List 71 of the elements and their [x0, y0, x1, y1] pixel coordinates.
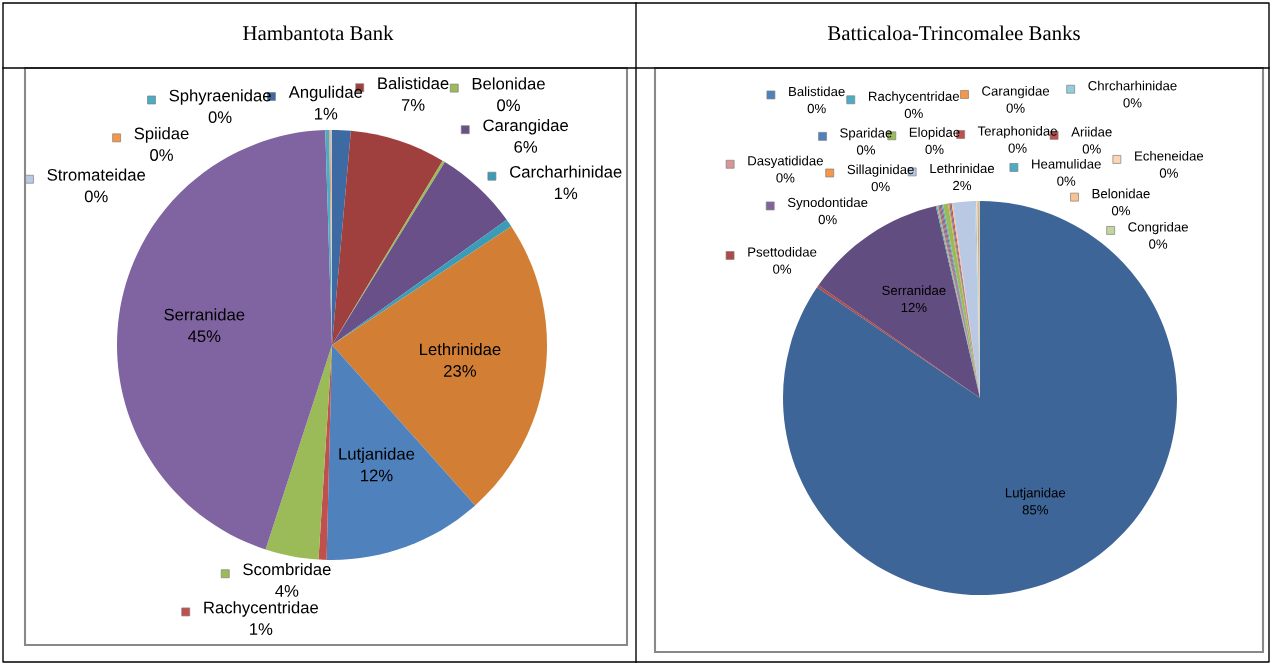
slice-label: Serranidae — [164, 308, 245, 321]
legend-label: Spiidae — [134, 127, 189, 143]
data-label: 85% — [1022, 505, 1049, 515]
data-label: 0% — [1006, 103, 1025, 113]
data-label: 12% — [901, 302, 927, 313]
pie-slice — [332, 226, 547, 506]
legend-label: Balistidae — [789, 86, 845, 97]
data-label: 2% — [953, 180, 972, 191]
legend-label: Psettodidae — [748, 246, 817, 257]
data-label: 0% — [871, 181, 890, 192]
data-label: 0% — [1123, 98, 1142, 108]
pie-slice — [332, 219, 512, 345]
data-label: 0% — [807, 103, 826, 114]
legend-label: Rachycentridae — [204, 601, 319, 617]
data-label: 0% — [1111, 206, 1130, 216]
data-label: 7% — [401, 99, 425, 111]
legend-label: Congridae — [1128, 221, 1188, 235]
legend-label: Carangidae — [982, 85, 1050, 99]
legend-label: Ariidae — [1071, 126, 1112, 137]
data-label: 0% — [1008, 143, 1027, 153]
data-label: 1% — [250, 623, 273, 635]
legend-label: Heamulidae — [1032, 158, 1101, 169]
data-label: 1% — [554, 187, 578, 200]
legend-label: Dasyatididae — [748, 155, 823, 169]
data-label: 23% — [444, 365, 477, 377]
slice-label: Lethrinidae — [420, 343, 501, 356]
legend-label: Stromateidae — [47, 168, 146, 181]
data-label: 12% — [361, 469, 393, 482]
data-label: 4% — [275, 585, 299, 597]
legend-label: Sparidae — [840, 127, 892, 141]
legend-label: Balistidae — [378, 76, 449, 90]
data-label: 0% — [1082, 144, 1101, 154]
data-label: 0% — [856, 145, 876, 155]
legend-label: Teraphonidae — [977, 125, 1057, 139]
legend-label: Scombridae — [243, 562, 331, 576]
data-label: 0% — [1149, 239, 1168, 249]
slice-label: Serranidae — [882, 285, 946, 296]
legend-label: Angulidae — [288, 85, 363, 102]
legend-label: Elopidae — [909, 127, 960, 140]
legend-label: Belonidae — [1092, 188, 1150, 199]
data-label: 0% — [497, 99, 520, 112]
legend-label: Echeneidae — [1135, 150, 1204, 161]
data-label: 0% — [84, 190, 108, 203]
legend-label: Chrcharhinidae — [1088, 80, 1177, 91]
slice-label: Lutjanidae — [339, 447, 415, 464]
pie-slice — [332, 130, 443, 345]
legend-label: Carcharhinidae — [510, 165, 622, 178]
data-label: 0% — [818, 214, 837, 225]
data-label: 0% — [208, 111, 232, 124]
legend-label: Belonidae — [472, 77, 545, 90]
data-label: 45% — [187, 330, 221, 343]
legend-label: Sphyraenidae — [169, 89, 271, 105]
legend-label: Carangidae — [483, 118, 568, 135]
data-label: 0% — [1057, 176, 1076, 186]
data-label: 0% — [1159, 168, 1178, 178]
chart-title: Hambantota Bank — [243, 25, 394, 41]
pie-slice — [265, 345, 332, 560]
data-label: 6% — [514, 140, 538, 153]
slice-label: Lutjanidae — [1005, 487, 1066, 501]
legend-label: Lethrinidae — [930, 163, 995, 174]
data-label: 0% — [773, 264, 792, 274]
legend-label: Rachycentridae — [869, 91, 960, 104]
legend-label: Synodontidae — [787, 197, 868, 210]
data-label: 0% — [904, 108, 923, 119]
legend-label: Sillaginidae — [847, 164, 914, 177]
data-label: 0% — [150, 149, 173, 161]
data-label: 0% — [776, 173, 795, 183]
data-label: 0% — [925, 144, 944, 155]
data-label: 1% — [315, 107, 338, 120]
chart-title: Batticaloa-Trincomalee Banks — [827, 25, 1080, 41]
pie-slice — [332, 162, 507, 345]
